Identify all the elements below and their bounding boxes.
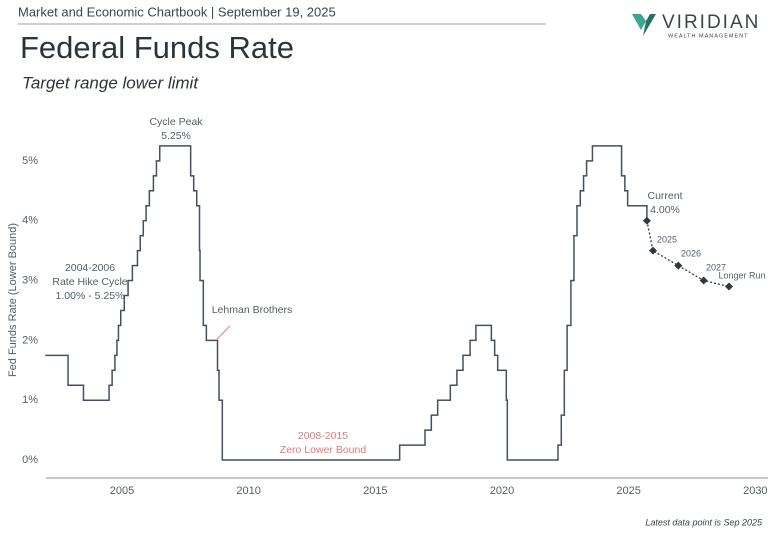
annotation: Zero Lower Bound [280, 444, 367, 456]
brand-sub: WEALTH MANAGEMENT [668, 33, 748, 39]
annotation: Rate Hike Cycle [52, 276, 127, 288]
annotation: Cycle Peak [149, 116, 203, 128]
y-tick-label: 4% [22, 215, 38, 227]
annotation: 4.00% [650, 204, 680, 216]
chart-subtitle: Target range lower limit [22, 73, 199, 92]
y-tick-label: 1% [22, 394, 38, 406]
annotation: 1.00% - 5.25% [56, 290, 125, 302]
logo: VIRIDIAN WEALTH MANAGEMENT [632, 12, 760, 39]
projection-point [674, 261, 683, 270]
x-tick-label: 2015 [363, 485, 387, 497]
x-tick-label: 2005 [110, 485, 134, 497]
projection-point [724, 282, 733, 291]
chartbook-header: Market and Economic Chartbook | Septembe… [18, 4, 336, 19]
annotation: Lehman Brothers [212, 304, 293, 316]
x-tick-label: 2030 [743, 485, 767, 497]
projection-point [648, 246, 657, 255]
annotation: 2027 [706, 262, 726, 272]
x-tick-label: 2025 [616, 485, 640, 497]
y-tick-label: 2% [22, 334, 38, 346]
brand: VIRIDIAN [662, 12, 760, 33]
projection-line [646, 220, 730, 288]
annotation-connector [216, 325, 231, 340]
logo-mark [632, 14, 646, 30]
chart-title: Federal Funds Rate [20, 30, 294, 65]
y-tick-label: 0% [22, 454, 38, 466]
annotation: 2004-2006 [65, 262, 115, 274]
x-tick-label: 2020 [490, 485, 514, 497]
annotation: Longer Run [718, 270, 765, 280]
y-axis-label: Fed Funds Rate (Lower Bound) [7, 223, 19, 377]
annotation: Current [647, 190, 682, 202]
y-tick-label: 3% [22, 274, 38, 286]
projection-point [642, 216, 651, 225]
x-tick-label: 2010 [236, 485, 260, 497]
annotation: 5.25% [161, 130, 191, 142]
footnote: Latest data point is Sep 2025 [645, 517, 763, 527]
y-tick-label: 5% [22, 155, 38, 167]
logo-mark [643, 14, 656, 36]
projection-point [699, 276, 708, 285]
annotation: 2025 [657, 234, 677, 244]
annotation: 2026 [681, 248, 701, 258]
annotation: 2008-2015 [298, 430, 348, 442]
